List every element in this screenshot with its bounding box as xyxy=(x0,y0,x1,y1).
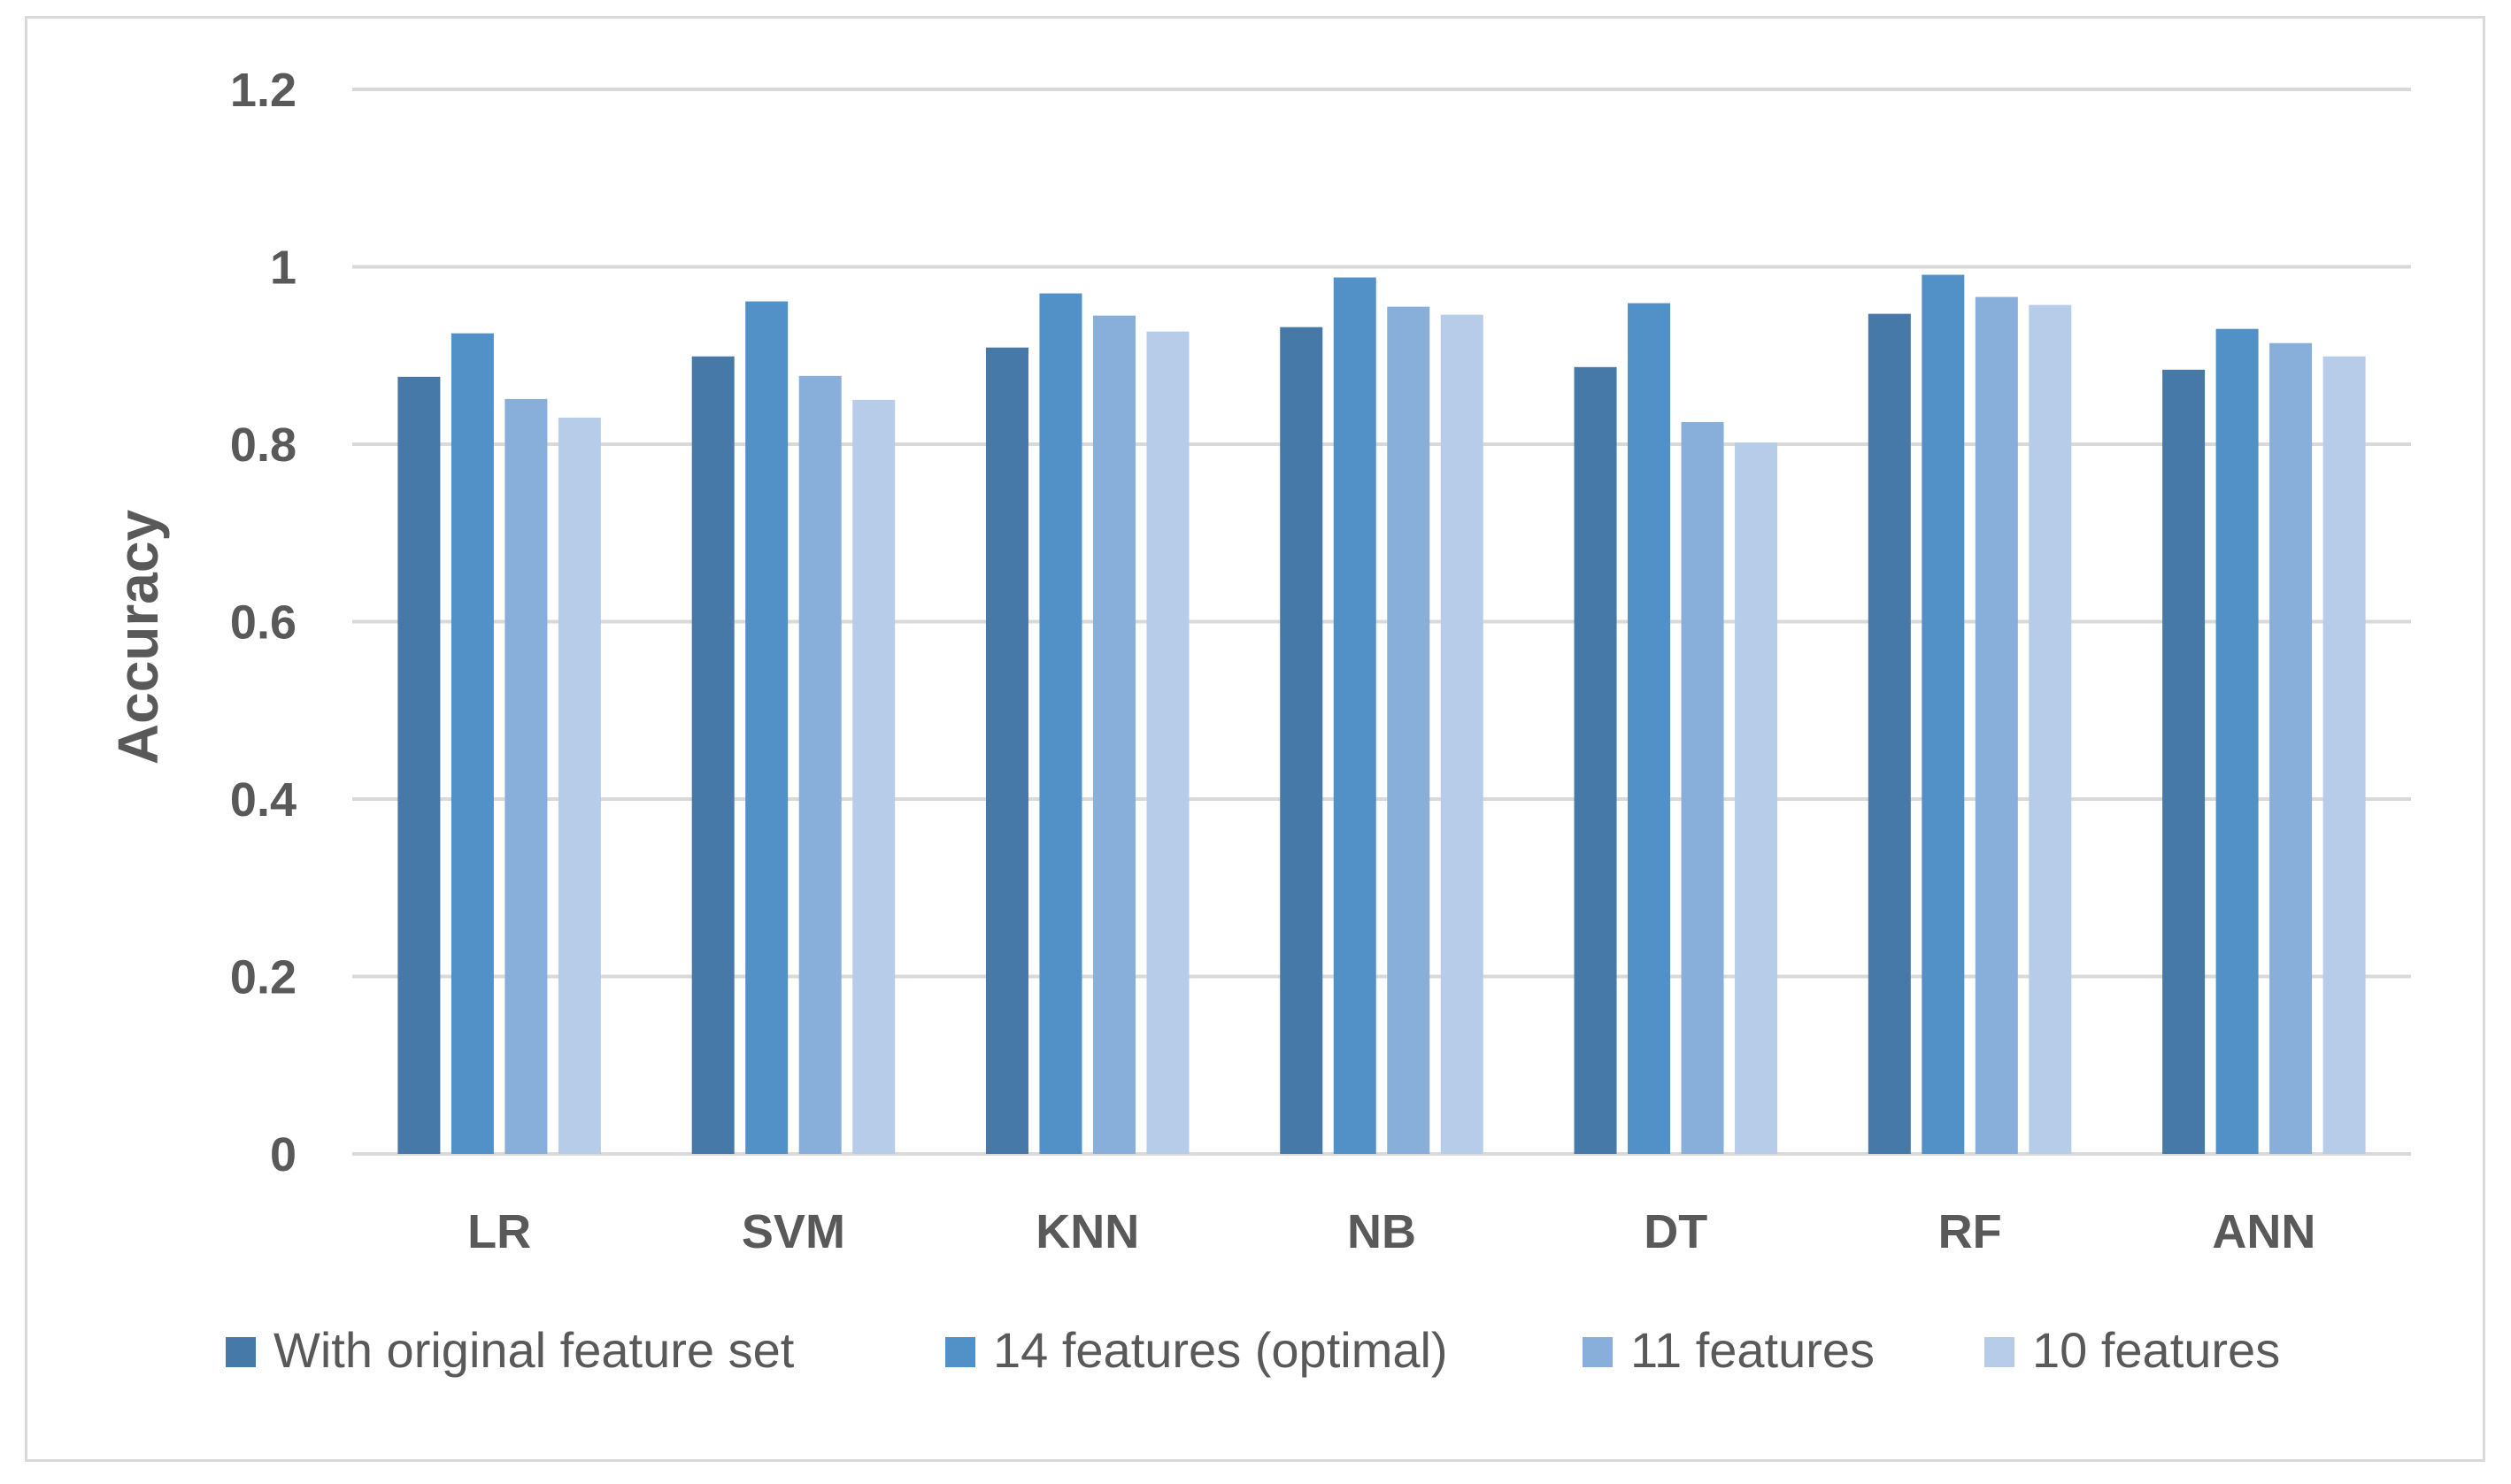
y-tick-label: 0.2 xyxy=(230,951,297,1004)
x-tick-label: NB xyxy=(1347,1205,1416,1258)
bar xyxy=(1146,331,1190,1154)
bar xyxy=(852,399,896,1154)
bar xyxy=(1868,313,1911,1154)
bars xyxy=(397,274,2366,1155)
legend-item: 10 features xyxy=(1984,1322,2280,1378)
legend-item: 11 features xyxy=(1583,1322,1875,1378)
legend-label: With original feature set xyxy=(273,1322,795,1378)
bar xyxy=(1333,277,1376,1154)
bar xyxy=(558,417,601,1154)
gridlines xyxy=(352,88,2411,1156)
bar xyxy=(1681,421,1724,1154)
bar xyxy=(1735,442,1778,1154)
bar xyxy=(691,356,735,1154)
bar xyxy=(2269,342,2313,1155)
bar xyxy=(1922,274,1965,1155)
bar xyxy=(2029,304,2072,1154)
bar xyxy=(2215,328,2259,1154)
bar xyxy=(985,347,1028,1154)
legend-swatch xyxy=(945,1337,975,1367)
x-tick-label: SVM xyxy=(742,1205,845,1258)
bar xyxy=(397,376,441,1154)
y-tick-label: 0 xyxy=(270,1128,297,1181)
legend-label: 10 features xyxy=(2032,1322,2280,1378)
bar xyxy=(1628,303,1671,1154)
legend-swatch xyxy=(1583,1337,1613,1367)
bar xyxy=(745,301,789,1154)
legend-item: 14 features (optimal) xyxy=(945,1322,1448,1378)
y-tick-label: 1.2 xyxy=(230,64,297,117)
x-tick-label: RF xyxy=(1938,1205,2002,1258)
y-axis-ticks: 0 0.2 0.4 0.6 0.8 1 1.2 xyxy=(230,64,297,1181)
bar xyxy=(451,333,494,1154)
x-tick-label: KNN xyxy=(1036,1205,1139,1258)
x-tick-label: DT xyxy=(1644,1205,1707,1258)
bar xyxy=(505,398,548,1154)
x-tick-label: ANN xyxy=(2212,1205,2315,1258)
x-tick-label: LR xyxy=(467,1205,531,1258)
bar xyxy=(1280,327,1323,1154)
bar xyxy=(1039,293,1082,1154)
bar xyxy=(1440,314,1483,1154)
legend-item: With original feature set xyxy=(226,1322,795,1378)
legend-swatch xyxy=(1984,1337,2014,1367)
y-tick-label: 1 xyxy=(270,242,297,295)
bar xyxy=(1092,315,1136,1154)
legend-label: 14 features (optimal) xyxy=(993,1322,1448,1378)
bar xyxy=(1387,306,1430,1154)
bar xyxy=(798,375,842,1154)
y-axis-title: Accuracy xyxy=(106,510,170,765)
legend: With original feature set 14 features (op… xyxy=(226,1322,2280,1378)
x-axis-ticks: LR SVM KNN NB DT RF ANN xyxy=(467,1205,2315,1258)
y-tick-label: 0.8 xyxy=(230,419,297,472)
legend-label: 11 features xyxy=(1630,1322,1875,1378)
legend-swatch xyxy=(226,1337,256,1367)
bar xyxy=(1574,366,1617,1155)
bar xyxy=(2322,356,2366,1154)
y-tick-label: 0.4 xyxy=(230,773,297,827)
y-tick-label: 0.6 xyxy=(230,596,297,650)
bar xyxy=(2162,369,2206,1154)
bar xyxy=(1975,296,2018,1155)
